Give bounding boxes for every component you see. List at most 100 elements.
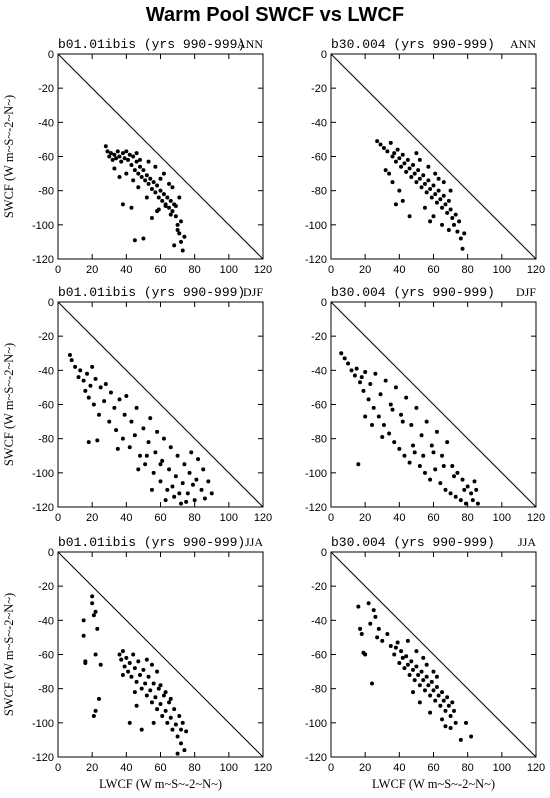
data-point (143, 462, 148, 467)
panel-subtitle: b30.004 (yrs 990-999) (331, 285, 495, 300)
data-point (124, 149, 129, 154)
data-point (122, 412, 127, 417)
data-point (363, 414, 368, 419)
y-tick-label: 0 (321, 49, 327, 61)
data-point (419, 185, 424, 190)
data-point (167, 205, 172, 210)
y-tick-label: -60 (311, 650, 327, 662)
data-point (117, 652, 122, 657)
y-tick-label: -40 (311, 117, 327, 129)
data-point (155, 707, 160, 712)
data-point (117, 175, 122, 179)
data-point (131, 178, 136, 183)
data-point (361, 388, 366, 393)
data-point (441, 698, 446, 703)
data-point (168, 696, 173, 701)
data-point (475, 501, 480, 506)
data-point (393, 159, 398, 164)
x-tick-label: 20 (359, 512, 371, 524)
data-point (443, 708, 448, 713)
data-point (158, 479, 163, 484)
data-point (463, 501, 468, 506)
data-point (163, 498, 168, 503)
y-tick-label: -100 (305, 220, 327, 232)
data-point (448, 714, 453, 718)
data-point (448, 725, 453, 730)
data-point (179, 219, 183, 224)
data-point (134, 679, 139, 684)
data-point (90, 594, 95, 599)
data-point (177, 491, 182, 496)
x-tick-label: 60 (427, 512, 439, 524)
data-point (393, 202, 398, 207)
data-point (132, 238, 137, 243)
data-point (170, 484, 175, 489)
x-tick-label: 100 (493, 264, 511, 276)
data-point (383, 378, 388, 383)
data-point (414, 405, 419, 410)
y-tick-label: -20 (38, 581, 54, 593)
x-tick-label: 80 (189, 762, 201, 774)
data-point (122, 664, 127, 669)
data-point (172, 707, 177, 712)
data-point (126, 669, 131, 674)
data-point (428, 186, 433, 191)
data-point (143, 681, 148, 686)
data-point (421, 173, 426, 178)
data-point (446, 198, 451, 203)
x-tick-label: 40 (120, 762, 132, 774)
x-tick-label: 20 (86, 264, 98, 276)
data-point (175, 734, 180, 739)
reference-line (57, 53, 264, 260)
data-point (393, 645, 398, 650)
data-point (404, 395, 409, 400)
data-point (141, 667, 146, 672)
data-point (93, 376, 98, 381)
data-point (187, 470, 192, 475)
y-tick-label: 0 (321, 297, 327, 309)
data-point (385, 149, 390, 154)
data-point (388, 140, 393, 145)
data-point (170, 209, 175, 214)
data-point (424, 662, 429, 667)
data-point (182, 748, 187, 753)
data-point (422, 470, 427, 475)
data-point (134, 159, 139, 164)
data-point (175, 227, 180, 232)
data-point (103, 382, 108, 386)
data-point (405, 638, 410, 643)
data-point (359, 375, 364, 380)
x-tick-label: 0 (328, 512, 334, 524)
data-point (127, 445, 132, 450)
data-point (440, 717, 445, 722)
scatter-panel: 0 20 40 60 80 100 120 0 -20 -40 -60 -80 -100 -120 b30.… (305, 535, 545, 791)
reference-line (330, 551, 537, 758)
data-point (141, 168, 146, 173)
y-axis-label: SWCF (W m~S~-2~N~) (2, 343, 16, 466)
scatter-panel: 0 20 40 60 80 100 120 0 -20 -40 -60 -80 -100 -120 b30.… (305, 37, 545, 276)
data-point (167, 467, 172, 472)
data-point (400, 419, 405, 424)
x-tick-label: 60 (427, 264, 439, 276)
data-point (380, 434, 385, 439)
data-point (422, 205, 427, 210)
data-point (202, 496, 207, 501)
y-tick-label: -60 (311, 152, 327, 164)
y-tick-label: -100 (32, 220, 54, 232)
data-point (108, 390, 113, 395)
data-point (173, 204, 178, 209)
data-point (450, 700, 455, 705)
y-tick-label: -40 (38, 117, 54, 129)
data-point (407, 214, 412, 219)
data-point (175, 453, 180, 458)
data-point (433, 171, 438, 176)
data-point (455, 470, 460, 475)
data-point (390, 180, 395, 185)
data-point (366, 601, 371, 606)
data-point (98, 385, 103, 390)
data-point (124, 655, 129, 660)
data-point (417, 683, 422, 688)
data-point (110, 157, 115, 162)
data-point (85, 371, 90, 376)
